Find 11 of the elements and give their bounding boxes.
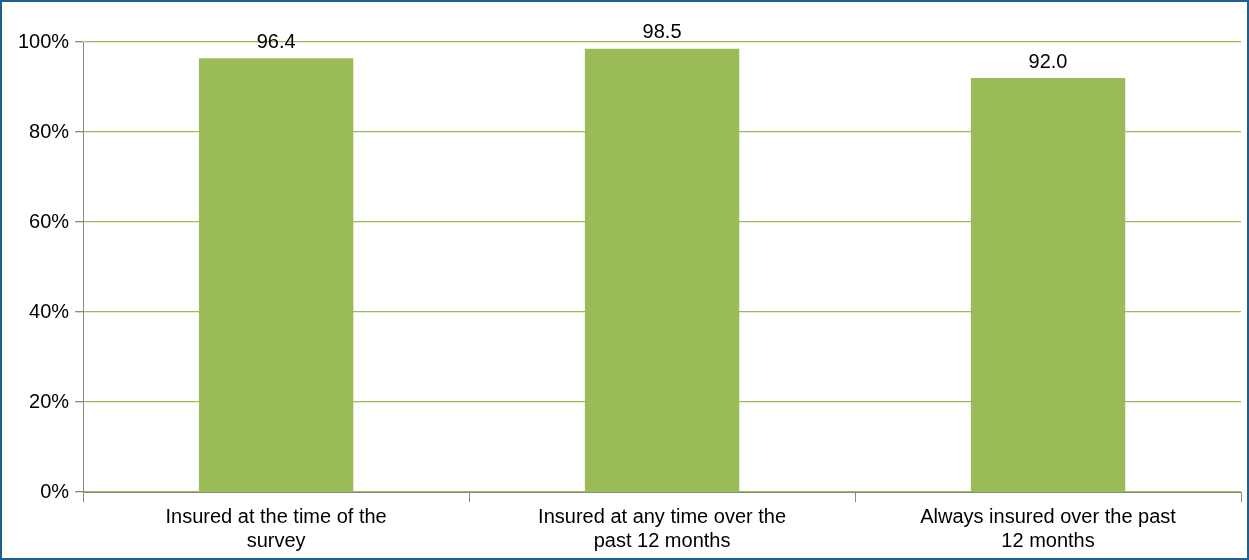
- y-tick-label: 20%: [29, 389, 70, 412]
- y-tick-label: 0%: [40, 479, 70, 502]
- data-label: 92.0: [1028, 49, 1068, 72]
- y-tick-label: 100%: [18, 29, 70, 52]
- y-tick-label: 80%: [29, 119, 70, 142]
- y-tick-label: 40%: [29, 299, 70, 322]
- x-tick-label: Always insured over the past 12 months: [920, 504, 1177, 551]
- x-tick-label: Insured at any time over the past 12 months: [538, 504, 787, 551]
- y-tick-label: 60%: [29, 209, 70, 232]
- x-tick-label: Insured at the time of the survey: [165, 504, 387, 551]
- data-label: 98.5: [642, 20, 682, 43]
